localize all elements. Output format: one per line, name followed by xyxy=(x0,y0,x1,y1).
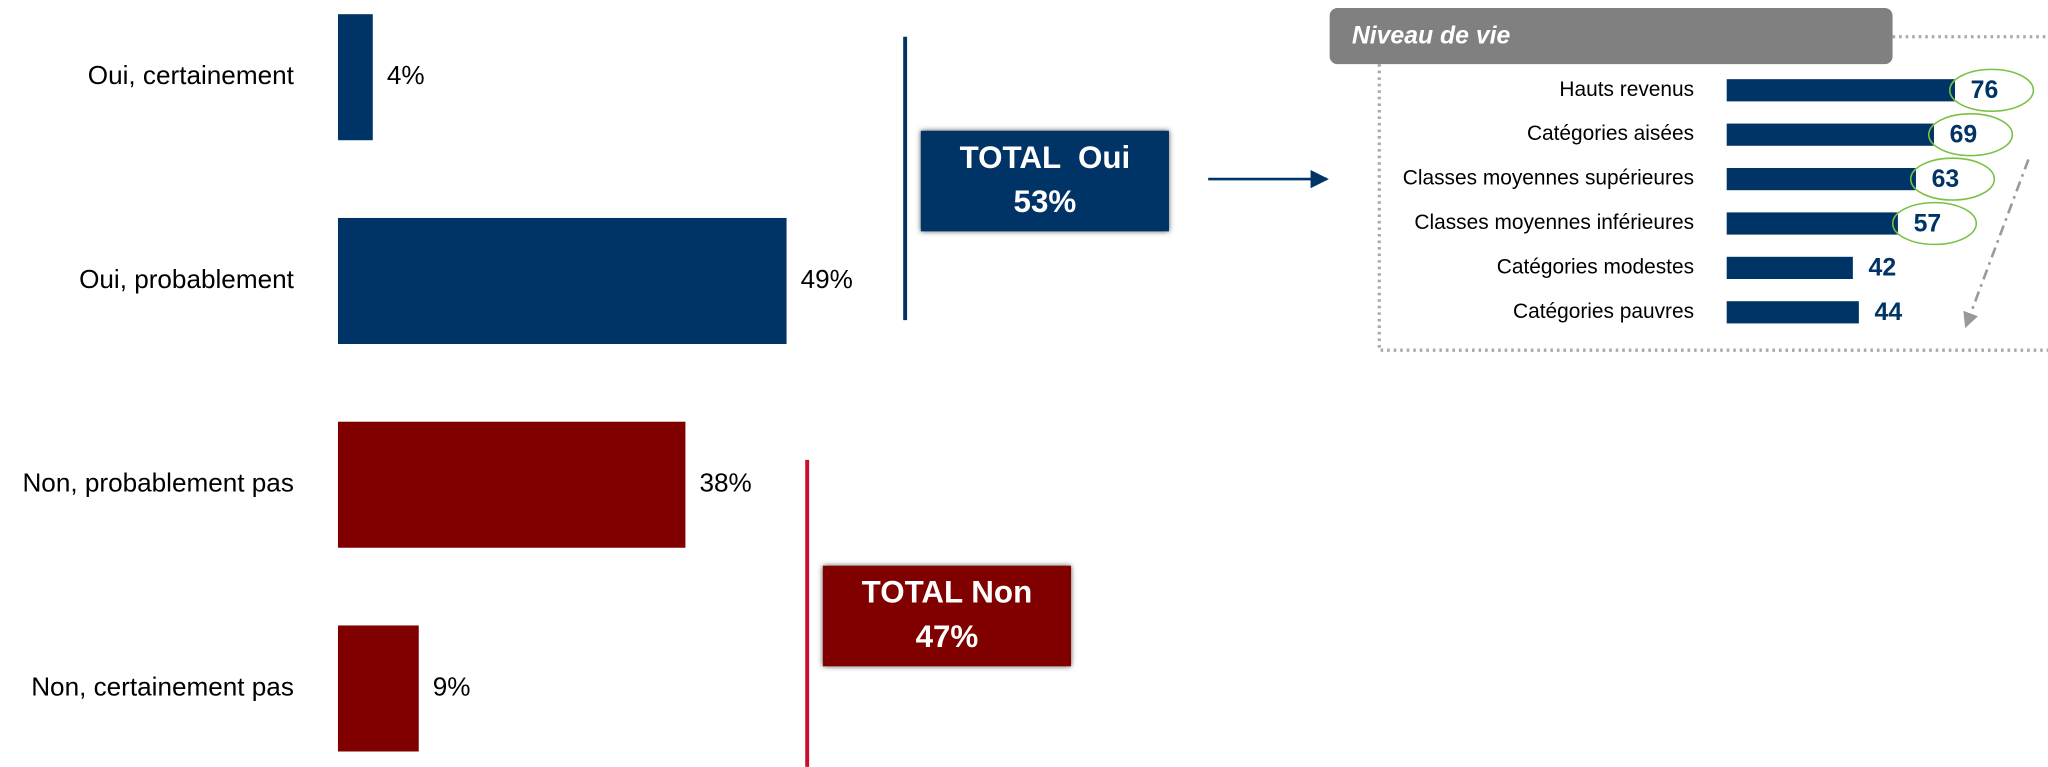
bar xyxy=(335,419,688,550)
inset-title: Niveau de vie xyxy=(1352,22,1511,49)
bar xyxy=(335,623,421,754)
bar xyxy=(1726,301,1859,324)
category-label: Classes moyennes inférieures xyxy=(1414,211,1694,234)
value-label: 42 xyxy=(1869,255,1897,282)
total-value: 47% xyxy=(916,619,979,654)
total-box xyxy=(822,565,1072,667)
category-label: Non, certainement pas xyxy=(31,671,294,701)
bar xyxy=(1726,123,1934,146)
total-label: TOTAL Oui xyxy=(960,140,1131,175)
bar xyxy=(1726,79,1956,102)
category-label: Oui, certainement xyxy=(88,60,295,90)
category-label: Classes moyennes supérieures xyxy=(1403,167,1694,190)
bar xyxy=(336,12,375,143)
inset-border xyxy=(1377,35,2048,352)
value-label: 38% xyxy=(699,468,751,498)
inset-header xyxy=(1329,7,1893,65)
category-label: Catégories aisées xyxy=(1527,122,1694,145)
trend-arrow xyxy=(1963,159,2030,329)
bar xyxy=(1726,212,1898,235)
bar xyxy=(335,215,789,346)
value-label: 44 xyxy=(1875,299,1903,326)
highlight xyxy=(1948,68,2035,112)
highlight xyxy=(1927,113,2014,157)
category-label: Non, probablement pas xyxy=(22,468,293,498)
highlight xyxy=(1909,157,1996,201)
value-label: 63 xyxy=(1932,166,1960,193)
value-label: 76 xyxy=(1971,77,1999,104)
total-label: TOTAL Non xyxy=(862,575,1033,610)
value-label: 49% xyxy=(801,264,853,294)
total-box xyxy=(920,130,1169,232)
category-label: Catégories pauvres xyxy=(1513,300,1694,323)
highlight xyxy=(1891,201,1978,246)
category-label: Hauts revenus xyxy=(1559,78,1694,101)
bar xyxy=(1726,256,1853,280)
value-label: 57 xyxy=(1914,210,1942,237)
category-label: Catégories modestes xyxy=(1497,255,1694,278)
category-label: Oui, probablement xyxy=(79,264,295,294)
total-value: 53% xyxy=(1014,184,1077,219)
value-label: 9% xyxy=(433,671,471,701)
value-label: 69 xyxy=(1950,122,1978,149)
value-label: 4% xyxy=(387,60,425,90)
bar xyxy=(1726,167,1916,191)
